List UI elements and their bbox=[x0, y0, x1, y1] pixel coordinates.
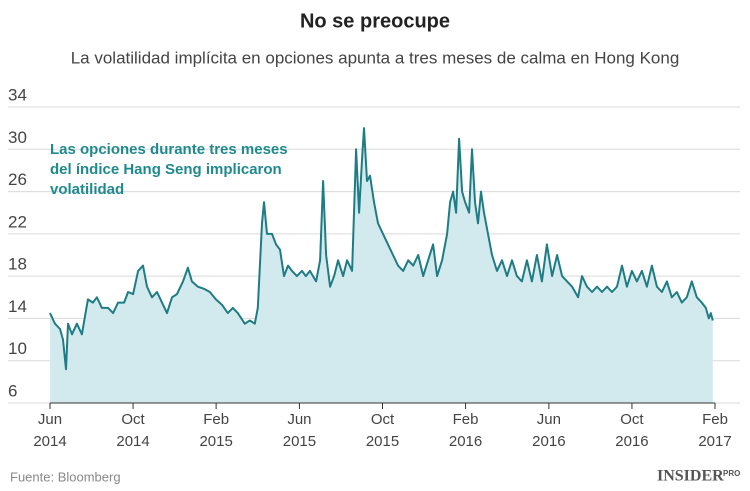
chart-title: No se preocupe bbox=[300, 10, 450, 32]
x-tick-label: Oct 2014 bbox=[116, 411, 149, 450]
annotation: Las opciones durante tres meses bbox=[50, 141, 288, 158]
y-tick-label: 6 bbox=[8, 381, 17, 400]
x-tick-label: Jun 2014 bbox=[33, 411, 66, 450]
x-tick-label: Oct 2015 bbox=[366, 411, 399, 450]
x-tick-label: Feb 2015 bbox=[199, 411, 232, 450]
area bbox=[50, 128, 713, 403]
source: Fuente: Bloomberg bbox=[10, 469, 121, 484]
x-tick-label: Oct 2016 bbox=[615, 411, 648, 450]
y-tick-label: 22 bbox=[8, 212, 27, 231]
y-tick-label: 14 bbox=[8, 297, 27, 316]
y-tick-label: 30 bbox=[8, 128, 27, 147]
y-tick-label: 34 bbox=[8, 85, 27, 104]
annotation: del índice Hang Seng implicaron bbox=[50, 161, 282, 178]
x-tick-label: Feb 2017 bbox=[698, 411, 731, 450]
y-tick-label: 26 bbox=[8, 170, 27, 189]
line bbox=[49, 127, 714, 371]
y-tick-label: 10 bbox=[8, 339, 27, 358]
chart-subtitle: La volatilidad implícita en opciones apu… bbox=[71, 48, 680, 67]
y-tick-label: 18 bbox=[8, 255, 27, 274]
annotation: volatilidad bbox=[50, 181, 124, 198]
x-tick-label: Jun 2015 bbox=[283, 411, 316, 450]
logo: INSIDER bbox=[657, 468, 724, 485]
x-tick-label: Jun 2016 bbox=[532, 411, 565, 450]
x-tick-label: Feb 2016 bbox=[449, 411, 482, 450]
logo-suffix: PRO bbox=[723, 469, 740, 478]
